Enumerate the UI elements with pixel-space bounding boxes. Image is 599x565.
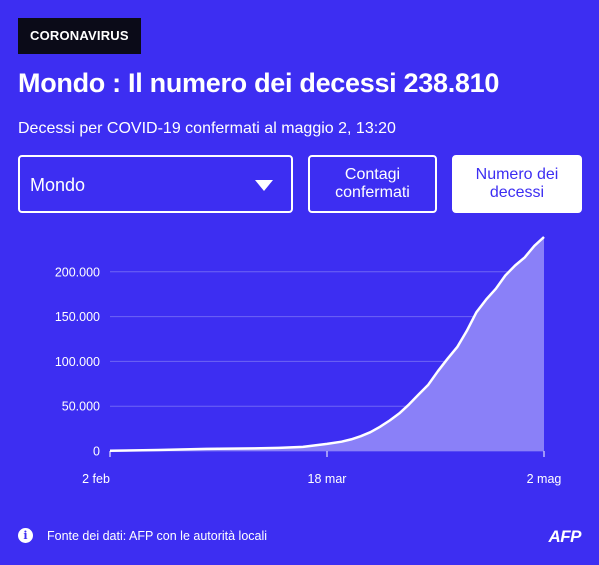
y-tick-label: 0 bbox=[93, 445, 100, 459]
chevron-down-icon bbox=[255, 180, 273, 191]
deaths-area bbox=[110, 237, 544, 451]
y-axis-labels: 0 50.000 100.000 150.000 200.000 bbox=[55, 265, 100, 458]
info-icon[interactable]: i bbox=[18, 528, 33, 543]
confirmed-cases-button[interactable]: Contagi confermati bbox=[308, 155, 437, 213]
confirmed-cases-label: Contagi confermati bbox=[335, 166, 410, 201]
x-tick-label: 2 feb bbox=[82, 472, 110, 486]
deaths-chart: 0 50.000 100.000 150.000 200.000 2 feb 18 mar… bbox=[55, 236, 561, 486]
y-tick-label: 200.000 bbox=[55, 265, 100, 279]
region-select[interactable]: Mondo bbox=[18, 155, 293, 213]
y-tick-label: 100.000 bbox=[55, 355, 100, 369]
y-tick-label: 150.000 bbox=[55, 310, 100, 324]
page-subtitle: Decessi per COVID-19 confermati al maggi… bbox=[18, 120, 396, 137]
x-tick-label: 2 mag bbox=[527, 472, 562, 486]
source-text: Fonte dei dati: AFP con le autorità loca… bbox=[47, 528, 268, 543]
deaths-line bbox=[109, 236, 545, 452]
footer-source: i Fonte dei dati: AFP con le autorità lo… bbox=[18, 528, 267, 543]
deaths-label: Numero dei decessi bbox=[475, 166, 559, 201]
x-tick-label: 18 mar bbox=[308, 472, 347, 486]
page-title: Mondo : Il numero dei decessi 238.810 bbox=[18, 68, 500, 98]
deaths-button[interactable]: Numero dei decessi bbox=[452, 155, 582, 213]
afp-logo: AFP bbox=[548, 527, 582, 546]
x-axis-ticks: 2 feb 18 mar 2 mag bbox=[82, 451, 561, 486]
y-tick-label: 50.000 bbox=[62, 400, 100, 414]
category-tag: CORONAVIRUS bbox=[18, 18, 141, 54]
region-select-value: Mondo bbox=[30, 175, 86, 195]
